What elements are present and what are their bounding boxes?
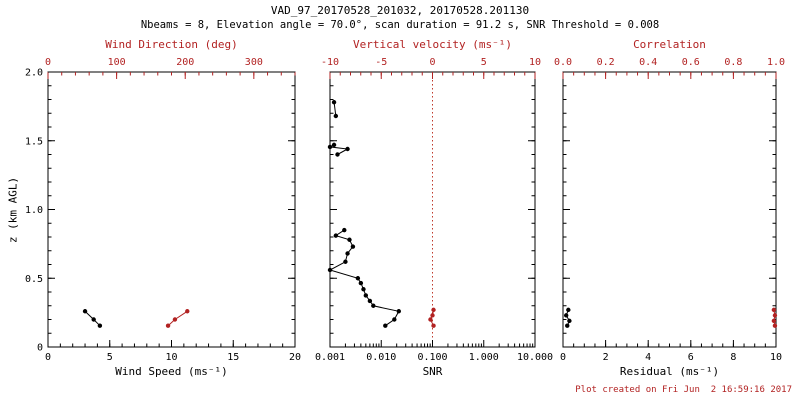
series-point-snr-profile-low (342, 227, 347, 233)
series-point-vertical-velocity (431, 323, 436, 328)
series-point-wind-speed (97, 323, 103, 328)
series-point-snr-profile-low (363, 293, 369, 298)
series-point-correlation (771, 307, 777, 313)
series-point-snr-profile-low (355, 276, 361, 281)
top-tick-label: 10 (529, 57, 541, 68)
x-tick-label: 10 (165, 352, 177, 363)
top-tick-label: 100 (108, 57, 126, 68)
series-point-snr-profile-low (358, 280, 364, 286)
plot-title: VAD_97_20170528_201032, 20170528.201130 (270, 4, 530, 17)
plot-subtitle: Nbeams = 8, Elevation angle = 70.0°, sca… (140, 19, 660, 31)
x-axis-title-residual: Residual (ms⁻¹) (619, 365, 720, 378)
top-tick-label: 0.8 (724, 57, 742, 68)
panel-1: 0.001 0.010 0.100 1.000 10.000 -10 -5 0 5 10 (315, 57, 553, 363)
series-point-snr-profile-low (350, 244, 356, 249)
x-tick-label: 15 (227, 352, 239, 363)
series-line-correlation (773, 309, 776, 326)
series-point-snr-profile-low (345, 251, 350, 256)
series-line-snr-profile-mid (328, 144, 350, 155)
series-point-snr-profile-mid (345, 146, 350, 152)
x-tick-label: 8 (730, 352, 736, 363)
y-tick-label: 1.5 (25, 136, 43, 147)
series-point-snr-profile-high (333, 113, 339, 119)
x-tick-label: 4 (645, 352, 651, 363)
x-tick-label: 20 (289, 352, 301, 363)
top-tick-label: 0 (45, 57, 51, 68)
series-point-snr-profile-mid (327, 144, 333, 150)
x-axis-title-wind-speed: Wind Speed (ms⁻¹) (115, 365, 228, 378)
top-tick-label: 1.0 (767, 57, 785, 68)
x-tick-label: 0.100 (417, 352, 447, 363)
series-point-vertical-velocity (428, 317, 433, 322)
series-point-snr-profile-high (331, 100, 337, 105)
series-point-snr-profile-low (392, 317, 397, 322)
x-tick-label: 2 (603, 352, 609, 363)
x-tick-label: 10.000 (517, 352, 553, 363)
top-tick-label: 0.4 (639, 57, 657, 68)
x-tick-label: 0.001 (315, 352, 345, 363)
series-point-wind-speed (91, 317, 96, 322)
top-axis-title-correlation: Correlation (633, 38, 706, 51)
plot-created-timestamp: Plot created on Fri Jun 2 16:59:16 2017 (575, 385, 792, 395)
series-point-snr-profile-low (396, 309, 401, 314)
top-tick-label: 0.0 (554, 57, 572, 68)
series-point-snr-profile-low (347, 237, 352, 242)
series-point-snr-profile-low (361, 287, 366, 292)
series-line-snr-profile-low (328, 229, 400, 327)
series-point-wind-direction (165, 323, 171, 328)
y-tick-label: 1.0 (25, 205, 43, 216)
series-point-snr-profile-low (383, 323, 388, 328)
top-tick-label: -5 (375, 57, 387, 68)
x-axis-title-snr: SNR (422, 365, 443, 378)
top-tick-label: 200 (176, 57, 194, 68)
top-tick-label: 0 (429, 57, 435, 68)
series-point-snr-profile-low (327, 267, 333, 273)
series-line-snr-profile-high (333, 102, 337, 117)
series-line-residual (565, 309, 570, 326)
series-point-correlation (771, 318, 777, 324)
series-point-residual (565, 323, 570, 328)
series-point-snr-profile-low (371, 303, 376, 308)
top-axis-title-vertical-velocity: Vertical velocity (ms⁻¹) (353, 38, 512, 51)
x-tick-label: 0.010 (366, 352, 396, 363)
top-tick-label: 0.6 (682, 57, 700, 68)
top-tick-label: 300 (245, 57, 263, 68)
series-point-snr-profile-mid (335, 152, 340, 157)
series-point-residual (563, 313, 569, 318)
series-point-snr-profile-low (333, 233, 339, 238)
top-tick-label: 0.2 (597, 57, 615, 68)
x-tick-label: 6 (688, 352, 694, 363)
series-point-wind-direction (185, 309, 190, 314)
y-tick-label: 2.0 (25, 68, 43, 79)
series-line-wind-direction (167, 310, 188, 327)
panel-2: 0 2 4 6 8 10 0.0 0.2 0.4 0.6 0.8 1.0 (554, 57, 785, 363)
series-point-residual (566, 307, 571, 313)
x-tick-label: 0 (560, 352, 566, 363)
series-point-wind-direction (172, 317, 178, 322)
x-tick-label: 1.000 (469, 352, 499, 363)
series-point-vertical-velocity (431, 307, 436, 313)
top-axis-title-wind-direction: Wind Direction (deg) (105, 38, 238, 51)
series-point-residual (567, 318, 572, 324)
x-tick-label: 5 (107, 352, 113, 363)
series-point-vertical-velocity (430, 313, 435, 318)
series-point-snr-profile-low (367, 298, 373, 304)
top-tick-label: -10 (321, 57, 339, 68)
series-line-vertical-velocity (429, 309, 434, 326)
series-point-snr-profile-low (343, 259, 348, 264)
series-point-snr-profile-mid (331, 142, 337, 148)
series-point-correlation (772, 323, 778, 328)
y-tick-label: 0 (37, 343, 43, 354)
top-tick-label: 5 (481, 57, 487, 68)
y-tick-label: 0.5 (25, 274, 43, 285)
x-tick-label: 10 (770, 352, 782, 363)
series-point-correlation (772, 313, 778, 318)
x-tick-label: 0 (45, 352, 51, 363)
series-point-wind-speed (82, 309, 88, 314)
